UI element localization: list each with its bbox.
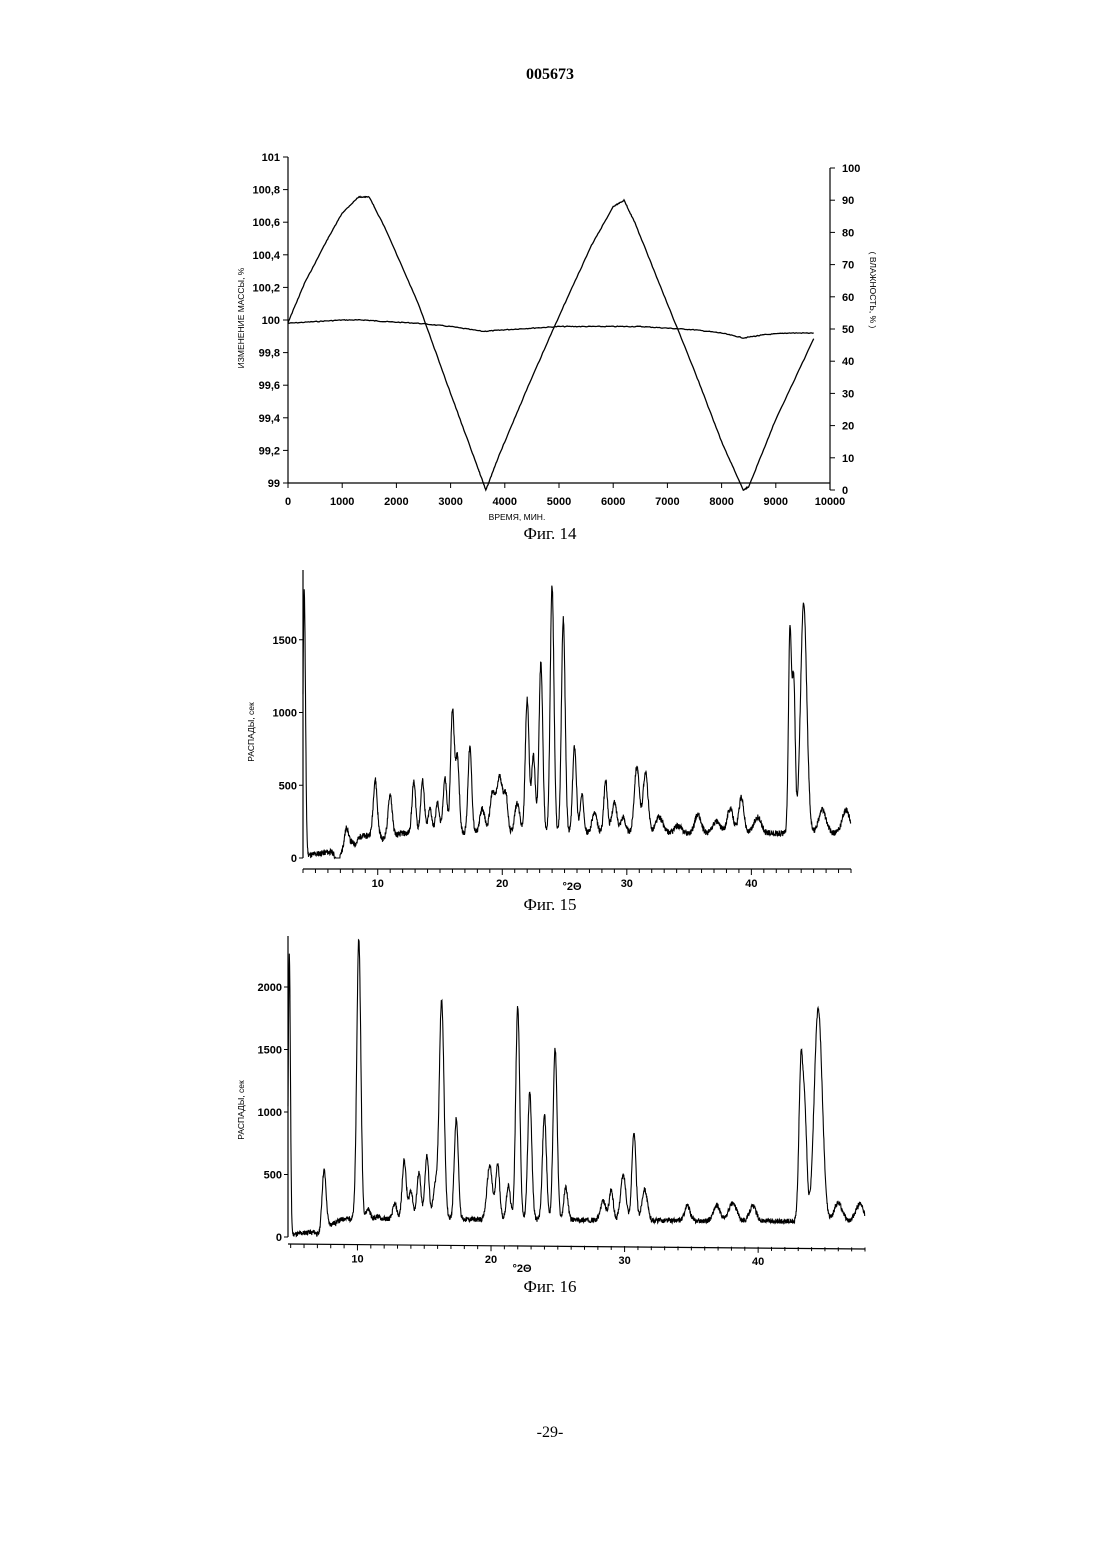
y-tick-label: 500 <box>264 1170 282 1182</box>
x-tick-label: 20 <box>485 1254 497 1266</box>
y-tick-label: 2000 <box>258 982 282 994</box>
figure-16-caption: Фиг. 16 <box>0 1277 1100 1297</box>
x-axis-label: °2Θ <box>512 1263 532 1275</box>
y-tick-label: 1500 <box>258 1045 282 1057</box>
page-number: -29- <box>0 1424 1100 1442</box>
x-tick-label: 10 <box>351 1253 363 1265</box>
y-tick-label: 0 <box>276 1232 282 1244</box>
x-tick-label: 30 <box>618 1255 630 1267</box>
y-tick-label: 1000 <box>258 1107 282 1119</box>
figure-16-chart: 0 500 1000 1500 2000 10 20 30 40 РАСПАДЫ, сек °2… <box>0 0 1100 1290</box>
x-tick-label: 40 <box>752 1256 764 1268</box>
diffraction-pattern-line <box>288 940 865 1237</box>
x-axis <box>288 1244 865 1249</box>
y-axis-label: РАСПАДЫ, сек <box>236 1080 246 1140</box>
